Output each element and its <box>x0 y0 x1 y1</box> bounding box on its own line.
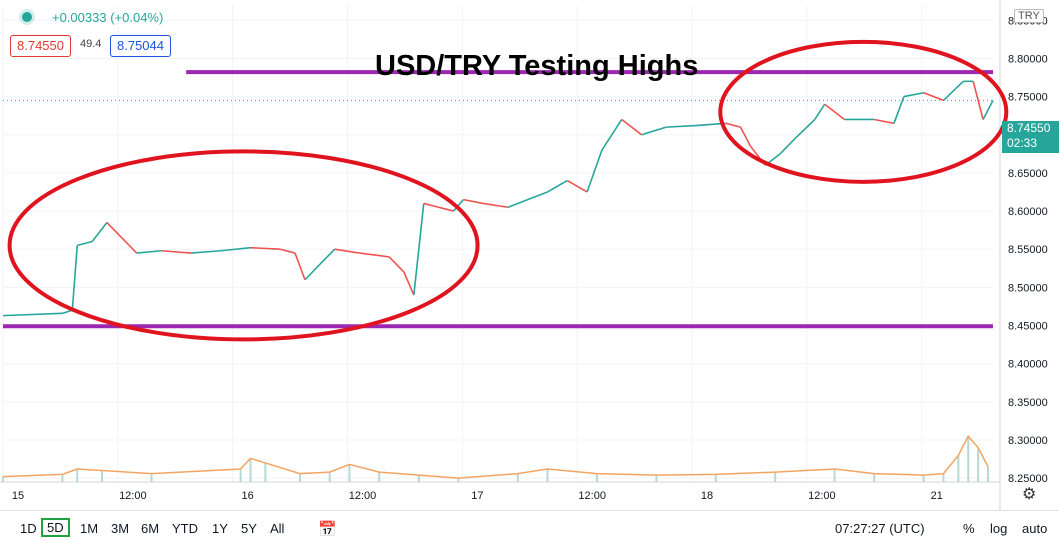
price-segment <box>779 138 796 155</box>
x-tick-label: 12:00 <box>349 490 377 502</box>
price-segment <box>334 248 360 254</box>
price-segment <box>586 149 603 193</box>
y-tick-label: 8.40000 <box>1008 359 1048 371</box>
price-segment <box>527 191 548 201</box>
log-toggle[interactable]: log <box>990 521 1008 536</box>
price-segment <box>250 246 281 251</box>
x-tick-label: 18 <box>701 490 713 502</box>
price-segment <box>982 100 994 120</box>
price-segment <box>121 237 138 254</box>
y-tick-label: 8.50000 <box>1008 282 1048 294</box>
price-segment <box>220 246 251 252</box>
price-segment <box>483 202 509 209</box>
price-segment <box>621 118 643 136</box>
range-1y-button[interactable]: 1Y <box>212 521 228 536</box>
price-segment <box>359 252 390 258</box>
y-tick-label: 8.35000 <box>1008 397 1048 409</box>
x-tick-label: 12:00 <box>578 490 606 502</box>
x-tick-label: 21 <box>931 490 943 502</box>
price-segment <box>2 312 63 317</box>
price-segment <box>903 91 924 98</box>
y-tick-label: 8.30000 <box>1008 435 1048 447</box>
price-change: +0.00333 (+0.04%) <box>52 10 164 25</box>
y-tick-label: 8.45000 <box>1008 321 1048 333</box>
utc-clock: 07:27:27 (UTC) <box>835 521 925 536</box>
price-segment <box>438 206 454 212</box>
ask-price-button[interactable]: 8.75044 <box>110 35 171 57</box>
volume-average-line <box>2 434 989 479</box>
price-segment <box>874 118 895 125</box>
consolidation-ellipse <box>7 149 480 342</box>
price-segment <box>423 202 439 209</box>
price-segment <box>814 103 826 120</box>
x-tick-label: 12:00 <box>808 490 836 502</box>
range-5y-button[interactable]: 5Y <box>241 521 257 536</box>
y-tick-label: 8.80000 <box>1008 53 1048 65</box>
price-segment <box>641 126 667 136</box>
currency-tag: TRY <box>1014 9 1044 23</box>
price-segment <box>280 248 296 254</box>
price-segment <box>388 256 405 273</box>
price-segment <box>136 249 162 254</box>
range-5d-button[interactable]: 5D <box>41 518 70 537</box>
price-segment <box>191 249 221 254</box>
price-segment <box>91 222 108 243</box>
price-segment <box>666 124 697 128</box>
price-segment <box>972 81 984 120</box>
bottom-toolbar: 1D 5D 1M 3M 6M YTD 1Y 5Y All 📅 07:27:27 … <box>0 510 1059 541</box>
price-segment <box>413 203 425 296</box>
range-3m-button[interactable]: 3M <box>111 521 130 536</box>
x-tick-label: 16 <box>242 490 254 502</box>
price-segment <box>106 221 123 239</box>
price-segment <box>403 271 415 296</box>
bid-price-button[interactable]: 8.74550 <box>10 35 71 57</box>
price-segment <box>547 179 568 193</box>
settings-gear-icon[interactable]: ⚙ <box>1022 486 1037 503</box>
price-segment <box>824 103 845 121</box>
price-segment <box>452 199 464 212</box>
price-segment <box>77 240 93 247</box>
price-segment <box>923 92 944 102</box>
price-segment <box>294 252 306 281</box>
price-segment <box>507 198 528 208</box>
percent-toggle[interactable]: % <box>963 521 975 536</box>
price-segment <box>71 245 79 311</box>
y-tick-label: 8.75000 <box>1008 92 1048 104</box>
price-segment <box>463 198 484 205</box>
price-segment <box>794 118 816 140</box>
range-1m-button[interactable]: 1M <box>80 521 99 536</box>
price-segment <box>319 248 336 266</box>
y-tick-label: 8.65000 <box>1008 168 1048 180</box>
last-price-label: 8.74550 02:33 <box>1002 121 1059 153</box>
bar-countdown: 02:33 <box>1007 136 1038 150</box>
price-segment <box>725 122 741 128</box>
range-all-button[interactable]: All <box>270 521 285 536</box>
price-segment <box>601 119 623 151</box>
price-segment <box>304 263 321 281</box>
y-tick-label: 8.25000 <box>1008 473 1048 485</box>
highs-ellipse <box>718 39 1009 184</box>
y-tick-label: 8.60000 <box>1008 206 1048 218</box>
last-price-value: 8.74550 <box>1007 121 1051 135</box>
price-segment <box>942 80 964 101</box>
range-1d-button[interactable]: 1D <box>20 521 37 536</box>
calendar-goto-icon[interactable]: 📅 <box>318 521 337 538</box>
price-segment <box>161 249 192 254</box>
auto-toggle[interactable]: auto <box>1022 521 1048 536</box>
x-tick-label: 17 <box>471 490 483 502</box>
price-segment <box>739 126 752 147</box>
price-segment <box>566 179 588 193</box>
symbol-header: +0.00333 (+0.04%) 8.74550 49.4 8.75044 <box>0 0 1000 60</box>
price-segment <box>893 96 905 124</box>
spread-value: 49.4 <box>80 38 102 50</box>
market-status-icon <box>22 12 32 22</box>
range-6m-button[interactable]: 6M <box>141 521 160 536</box>
x-tick-label: 15 <box>12 490 24 502</box>
range-ytd-button[interactable]: YTD <box>172 521 198 536</box>
annotation-title: USD/TRY Testing Highs <box>375 50 699 82</box>
x-tick-label: 12:00 <box>119 490 147 502</box>
y-tick-label: 8.55000 <box>1008 244 1048 256</box>
